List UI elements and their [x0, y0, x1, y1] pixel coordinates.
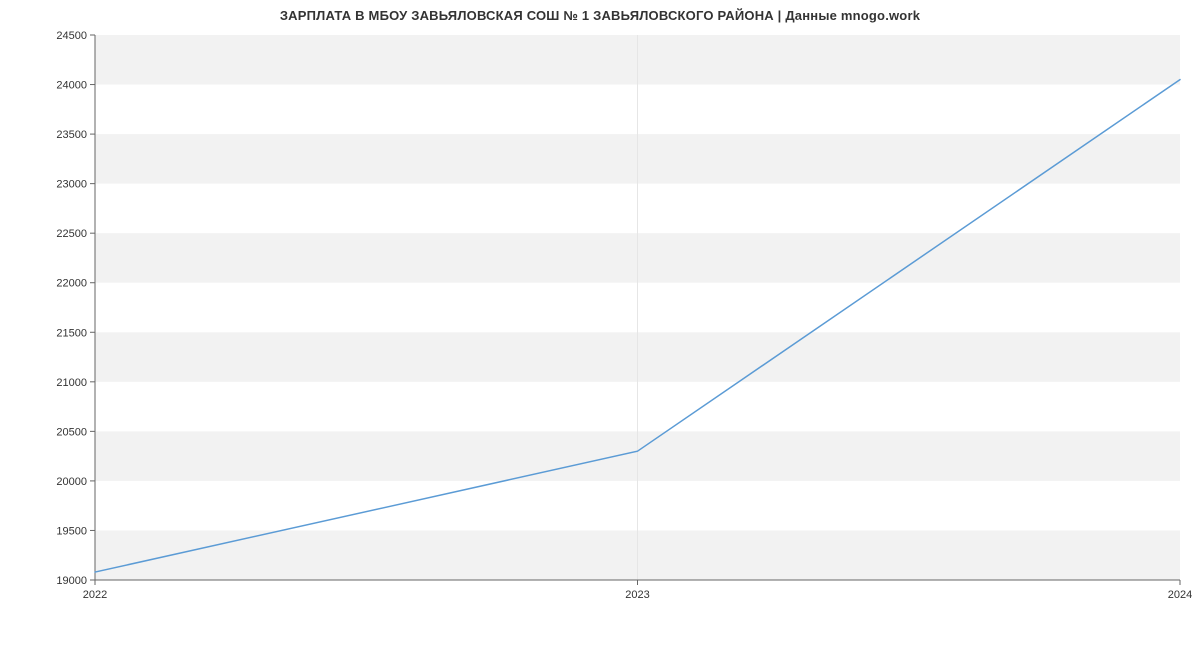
chart-title: ЗАРПЛАТА В МБОУ ЗАВЬЯЛОВСКАЯ СОШ № 1 ЗАВ… — [0, 8, 1200, 23]
x-tick-label: 2022 — [83, 589, 107, 601]
y-tick-label: 22500 — [56, 228, 87, 240]
y-tick-label: 19000 — [56, 575, 87, 587]
y-tick-label: 20000 — [56, 476, 87, 488]
y-tick-label: 21500 — [56, 327, 87, 339]
x-tick-label: 2023 — [625, 589, 649, 601]
y-tick-label: 20500 — [56, 426, 87, 438]
chart-container: ЗАРПЛАТА В МБОУ ЗАВЬЯЛОВСКАЯ СОШ № 1 ЗАВ… — [0, 0, 1200, 650]
y-tick-label: 24500 — [56, 30, 87, 42]
y-tick-label: 24000 — [56, 80, 87, 92]
x-tick-label: 2024 — [1168, 589, 1192, 601]
y-tick-label: 22000 — [56, 278, 87, 290]
y-tick-label: 19500 — [56, 525, 87, 537]
y-tick-label: 23000 — [56, 179, 87, 191]
line-chart: 19000 19500 20000 20500 21000 21500 22000 22500… — [0, 0, 1200, 650]
y-tick-label: 21000 — [56, 377, 87, 389]
y-tick-label: 23500 — [56, 129, 87, 141]
